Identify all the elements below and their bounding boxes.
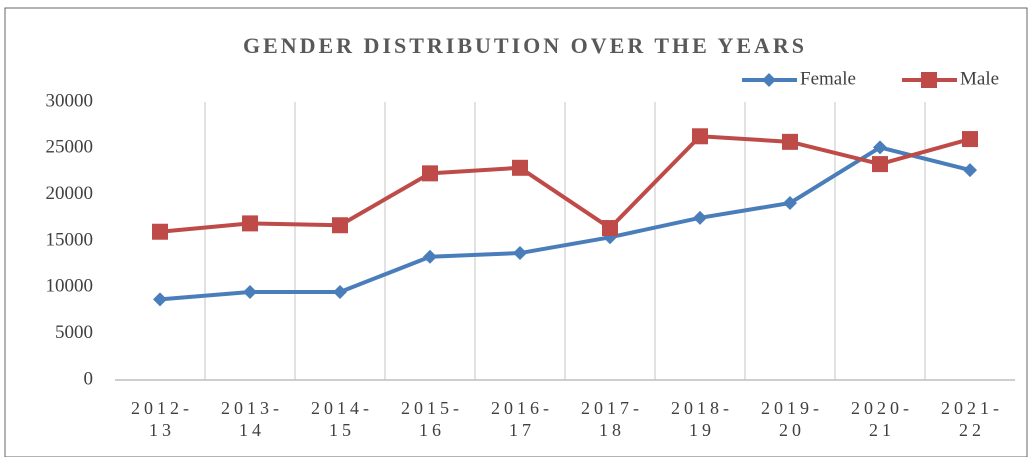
x-tick-label: 2019-20 [761, 398, 823, 440]
marker [962, 131, 978, 148]
y-tick-label: 20000 [46, 183, 94, 204]
x-tick-label: 2012-13 [131, 398, 193, 440]
marker [512, 159, 528, 176]
marker [333, 284, 347, 299]
marker [783, 196, 797, 211]
marker [921, 72, 937, 88]
y-tick-label: 10000 [46, 276, 94, 297]
x-tick-label: 2021-22 [941, 398, 1003, 440]
y-tick-label: 0 [84, 368, 94, 389]
marker [242, 215, 258, 232]
y-tick-label: 15000 [46, 229, 94, 250]
x-tick-label: 2015-16 [401, 398, 463, 440]
marker [762, 73, 776, 87]
series-line [159, 134, 971, 234]
y-tick-label: 30000 [46, 90, 94, 111]
marker [692, 128, 708, 145]
y-tick-label: 25000 [46, 137, 94, 158]
marker [693, 210, 707, 225]
marker [243, 284, 257, 299]
marker [873, 140, 887, 155]
marker [152, 223, 168, 240]
x-tick-label: 2018-19 [671, 398, 733, 440]
legend-label: Female [800, 68, 856, 89]
x-tick-label: 2014-15 [311, 398, 373, 440]
marker [602, 220, 618, 237]
series-line [159, 145, 971, 302]
x-tick-label: 2013-14 [221, 398, 283, 440]
chart-border [4, 7, 1028, 457]
marker [423, 249, 437, 264]
marker [782, 133, 798, 150]
marker [872, 156, 888, 173]
marker [513, 246, 527, 261]
chart-title: GENDER DISTRIBUTION OVER THE YEARS [243, 33, 807, 58]
x-tick-label: 2020-21 [851, 398, 913, 440]
marker [153, 292, 167, 307]
marker [332, 217, 348, 234]
marker [422, 165, 438, 182]
x-tick-label: 2016-17 [491, 398, 553, 440]
legend-label: Male [960, 68, 999, 89]
marker [963, 163, 977, 178]
x-tick-label: 2017-18 [581, 398, 643, 440]
y-tick-label: 5000 [55, 322, 93, 343]
